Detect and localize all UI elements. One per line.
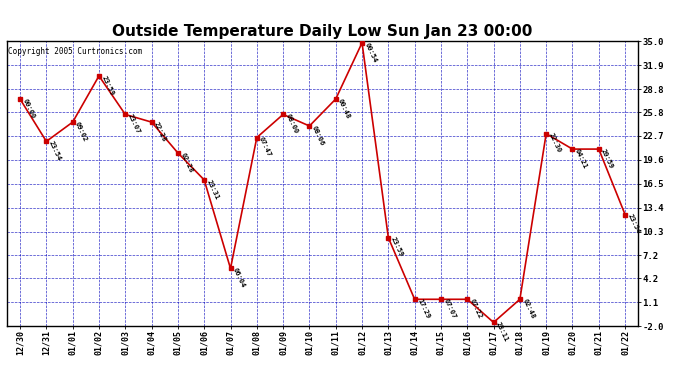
Text: 20:59: 20:59 xyxy=(600,148,615,170)
Text: 23:54: 23:54 xyxy=(48,140,62,162)
Text: 09:02: 09:02 xyxy=(74,121,88,142)
Text: 00:54: 00:54 xyxy=(364,41,378,63)
Text: 00:48: 00:48 xyxy=(337,98,351,119)
Text: 08:00: 08:00 xyxy=(284,113,299,135)
Text: 23:59: 23:59 xyxy=(100,75,115,96)
Text: 06:04: 06:04 xyxy=(232,267,246,289)
Title: Outside Temperature Daily Low Sun Jan 23 00:00: Outside Temperature Daily Low Sun Jan 23… xyxy=(112,24,533,39)
Text: 00:00: 00:00 xyxy=(21,98,36,119)
Text: 07:07: 07:07 xyxy=(442,298,457,320)
Text: 23:07: 23:07 xyxy=(127,113,141,135)
Text: 07:47: 07:47 xyxy=(258,136,273,158)
Text: Copyright 2005 Curtronics.com: Copyright 2005 Curtronics.com xyxy=(8,47,142,56)
Text: 04:21: 04:21 xyxy=(574,148,589,170)
Text: 23:54: 23:54 xyxy=(627,213,641,235)
Text: 02:28: 02:28 xyxy=(179,152,194,173)
Text: 08:06: 08:06 xyxy=(310,124,325,146)
Text: 23:59: 23:59 xyxy=(390,236,404,258)
Text: 22:28: 22:28 xyxy=(153,121,168,142)
Text: 23:11: 23:11 xyxy=(495,321,509,343)
Text: 17:29: 17:29 xyxy=(416,298,431,320)
Text: 07:22: 07:22 xyxy=(469,298,483,320)
Text: 22:30: 22:30 xyxy=(548,132,562,154)
Text: 23:31: 23:31 xyxy=(206,178,220,200)
Text: 02:48: 02:48 xyxy=(521,298,535,320)
